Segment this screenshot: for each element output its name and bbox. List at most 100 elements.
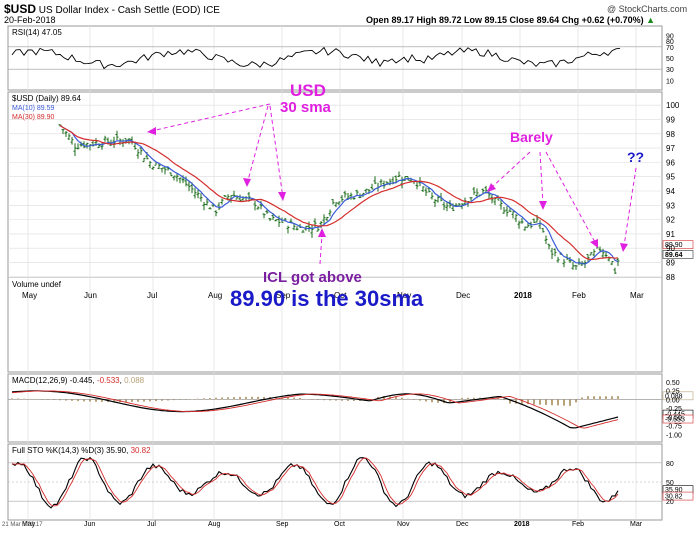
macd-histogram-bar <box>179 399 181 400</box>
sto-badge: 30.82 <box>665 494 683 501</box>
footer-date: 21 Mar Y:82.17 <box>2 522 43 528</box>
macd-histogram-bar <box>551 399 553 406</box>
macd-histogram-bar <box>305 398 307 400</box>
macd-histogram-bar <box>197 398 199 400</box>
macd-tick-label: -0.25 <box>666 406 682 413</box>
macd-panel-label: MACD(12,26,9) -0.445, -0.533, 0.088 <box>12 376 145 385</box>
sma-note-annotation: 89.90 is the 30sma <box>230 286 424 311</box>
sma-arrowhead <box>278 192 286 201</box>
month-label-bottom: Aug <box>208 521 221 528</box>
macd-histogram-bar <box>395 397 397 400</box>
month-label-bottom: Sep <box>276 521 289 528</box>
month-label-bottom: Feb <box>572 521 584 528</box>
price-panel-label: $USD (Daily) 89.64 <box>12 94 81 103</box>
macd-histogram-bar <box>293 397 295 400</box>
macd-histogram-bar <box>65 399 67 401</box>
ohlc-values: Open 89.17 High 89.72 Low 89.15 Close 89… <box>366 15 644 25</box>
ma30-last-badge: 89.90 <box>665 242 683 249</box>
macd-histogram-bar <box>599 396 601 400</box>
macd-histogram-bar <box>323 399 325 401</box>
month-label-price: May <box>22 291 37 300</box>
macd-badge-box <box>662 391 694 401</box>
sto-k-line <box>11 456 619 509</box>
macd-histogram-bar <box>413 399 415 400</box>
macd-histogram-bar <box>587 396 589 400</box>
price-tick-label: 99 <box>666 115 675 124</box>
price-tick-label: 90 <box>666 244 675 253</box>
macd-histogram-bar <box>149 399 151 402</box>
month-label-bottom: Mar <box>630 521 643 528</box>
ohlc-readout: Open 89.17 High 89.72 Low 89.15 Close 89… <box>366 15 655 25</box>
month-label-price: Sep <box>276 291 291 300</box>
macd-histogram-bar <box>77 399 79 402</box>
macd-histogram-bar <box>425 399 427 402</box>
rsi-tick-label: 50 <box>666 56 674 63</box>
barely-arrowhead <box>539 201 547 210</box>
month-label-bottom: 2018 <box>514 521 530 528</box>
macd-tick-label: 0.25 <box>666 389 680 396</box>
month-label-bottom: Jul <box>147 521 156 528</box>
chart-date: 20-Feb-2018 <box>4 15 56 25</box>
sto-d-line <box>11 457 619 507</box>
month-label-price: Oct <box>334 291 347 300</box>
macd-histogram-bar <box>227 397 229 400</box>
ma30-line <box>59 124 619 261</box>
month-label-price: Nov <box>397 291 411 300</box>
month-label-price: Jun <box>84 291 97 300</box>
macd-badge: 0.088 <box>665 393 683 400</box>
macd-histogram-bar <box>11 398 13 400</box>
month-label-price: 2018 <box>514 291 532 300</box>
month-label-price: Aug <box>208 291 222 300</box>
symbol: $USD <box>4 2 37 16</box>
macd-histogram-bar <box>503 399 505 401</box>
macd-histogram-bar <box>137 399 139 402</box>
macd-histogram-bar <box>263 396 265 400</box>
macd-tick-label: 0.00 <box>666 397 680 404</box>
index-name: US Dollar Index - Cash Settle (EOD) <box>38 5 201 16</box>
macd-histogram-bar <box>467 397 469 400</box>
rsi-tick-label: 70 <box>666 45 674 52</box>
macd-histogram-bar <box>401 397 403 400</box>
macd-histogram-bar <box>257 396 259 400</box>
sma-annotation: 30 sma <box>280 99 332 116</box>
sto-badge: 35.90 <box>665 487 683 494</box>
macd-panel <box>7 373 663 443</box>
month-label-bottom: Dec <box>456 521 469 528</box>
sma-arrow-line <box>146 103 271 133</box>
macd-histogram-bar <box>53 399 55 400</box>
macd-histogram-bar <box>545 399 547 405</box>
question-annotation: ?? <box>627 149 644 165</box>
close-last-badge: 89.64 <box>665 252 683 259</box>
macd-histogram-bar <box>173 399 175 401</box>
macd-histogram-bar <box>539 399 541 405</box>
macd-histogram-bar <box>41 399 43 400</box>
macd-line <box>11 390 619 429</box>
macd-histogram-bar <box>455 399 457 400</box>
macd-histogram-bar <box>185 399 187 400</box>
macd-histogram-bar <box>59 399 61 401</box>
macd-histogram-bar <box>17 398 19 400</box>
macd-histogram-bar <box>527 399 529 405</box>
month-label-price: Mar <box>630 291 644 300</box>
macd-histogram-bar <box>611 396 613 400</box>
macd-tick-label: -0.50 <box>666 415 682 422</box>
rsi-tick-label: 80 <box>666 39 674 46</box>
month-label-bottom: May <box>22 521 36 528</box>
ma10-legend: MA(10) 89.59 <box>12 105 55 112</box>
barely-arrow-line <box>539 151 544 205</box>
sma-arrowhead <box>243 178 251 187</box>
macd-histogram-bar <box>287 397 289 400</box>
sto-panel-label: Full STO %K(14,3) %D(3) 35.90, 30.82 <box>12 446 151 455</box>
macd-histogram-bar <box>617 396 619 400</box>
price-tick-label: 100 <box>666 101 680 110</box>
month-label-bottom: Nov <box>397 521 410 528</box>
rsi-panel-label: RSI(14) 47.05 <box>12 28 62 37</box>
macd-histogram-bar <box>215 397 217 400</box>
macd-histogram-bar <box>581 397 583 400</box>
macd-tick-label: 0.50 <box>666 380 680 387</box>
chart-title: $USD US Dollar Index - Cash Settle (EOD)… <box>4 2 220 16</box>
macd-histogram-bar <box>245 396 247 400</box>
macd-histogram-bar <box>275 397 277 400</box>
usd-annotation: USD <box>290 81 326 100</box>
